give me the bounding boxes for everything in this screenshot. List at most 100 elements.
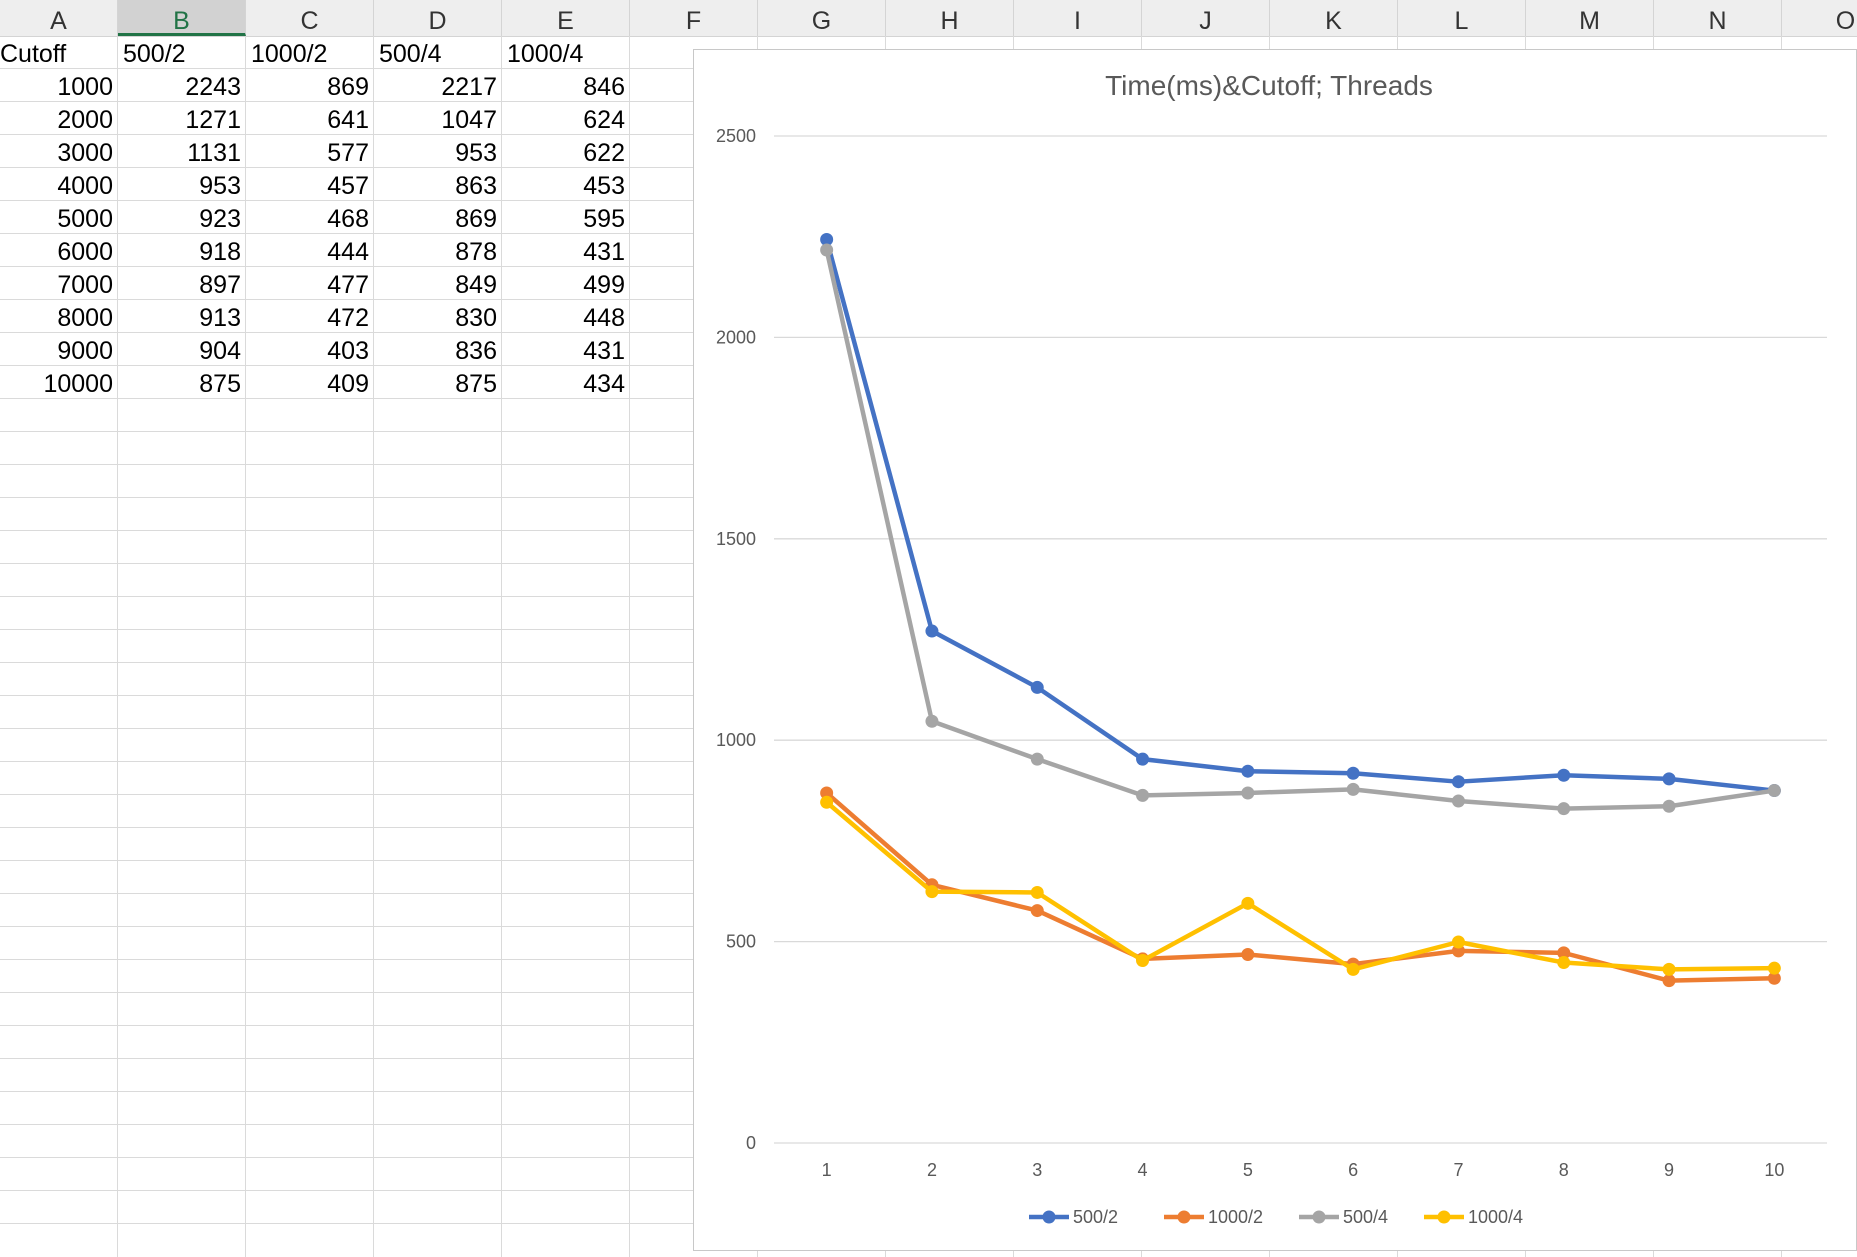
cell-d11[interactable]: 875 [455, 370, 497, 398]
cell-c6[interactable]: 468 [327, 205, 369, 233]
cell-c5[interactable]: 457 [327, 172, 369, 200]
cell-e10[interactable]: 431 [583, 337, 625, 365]
cell-e9[interactable]: 448 [583, 304, 625, 332]
column-header-g[interactable]: G [758, 0, 886, 36]
cell-d3[interactable]: 1047 [441, 106, 497, 134]
cell-d4[interactable]: 953 [455, 139, 497, 167]
line-chart[interactable]: 0 500 1000 1500 2000 2500 1 2 3 4 5 6 7 8 9 10 Time(ms… [693, 49, 1857, 1251]
column-gridline [373, 36, 374, 1257]
cell-c2[interactable]: 869 [327, 73, 369, 101]
column-header-o[interactable]: O [1782, 0, 1857, 36]
cell-d5[interactable]: 863 [455, 172, 497, 200]
cell-b3[interactable]: 1271 [185, 106, 241, 134]
data-point [1241, 786, 1255, 800]
cell-b10[interactable]: 904 [199, 337, 241, 365]
cell-d2[interactable]: 2217 [441, 73, 497, 101]
cell-c10[interactable]: 403 [327, 337, 369, 365]
cell-b11[interactable]: 875 [199, 370, 241, 398]
data-point [1557, 956, 1571, 970]
cell-a5[interactable]: 4000 [57, 172, 113, 200]
data-point [1557, 802, 1571, 816]
series-1000-4 [820, 795, 1781, 976]
column-header-n[interactable]: N [1654, 0, 1782, 36]
cell-d9[interactable]: 830 [455, 304, 497, 332]
cell-d7[interactable]: 878 [455, 238, 497, 266]
cell-b9[interactable]: 913 [199, 304, 241, 332]
column-header-j[interactable]: J [1142, 0, 1270, 36]
cell-a10[interactable]: 9000 [57, 337, 113, 365]
cell-b2[interactable]: 2243 [185, 73, 241, 101]
column-header-e[interactable]: E [502, 0, 630, 36]
cell-d10[interactable]: 836 [455, 337, 497, 365]
cell-a7[interactable]: 6000 [57, 238, 113, 266]
cell-e6[interactable]: 595 [583, 205, 625, 233]
data-point [925, 714, 939, 728]
cell-b7[interactable]: 918 [199, 238, 241, 266]
column-header-l[interactable]: L [1398, 0, 1526, 36]
column-header-c[interactable]: C [246, 0, 374, 36]
data-point [1136, 954, 1150, 968]
data-point [1136, 788, 1150, 802]
series-line [824, 247, 1777, 811]
data-point [820, 243, 834, 257]
legend-swatch-marker [1042, 1210, 1056, 1224]
cell-a1[interactable]: Cutoff [0, 40, 67, 68]
data-point [1030, 885, 1044, 899]
cell-b5[interactable]: 953 [199, 172, 241, 200]
column-header-b[interactable]: B [118, 0, 246, 36]
cell-c9[interactable]: 472 [327, 304, 369, 332]
cell-a6[interactable]: 5000 [57, 205, 113, 233]
column-header-f[interactable]: F [630, 0, 758, 36]
cell-e5[interactable]: 453 [583, 172, 625, 200]
data-point [820, 795, 834, 809]
cell-c7[interactable]: 444 [327, 238, 369, 266]
data-point [820, 233, 834, 247]
cell-c4[interactable]: 577 [327, 139, 369, 167]
cell-b6[interactable]: 923 [199, 205, 241, 233]
cell-b1[interactable]: 500/2 [123, 40, 186, 68]
cell-c1[interactable]: 1000/2 [251, 40, 328, 68]
data-point [1241, 947, 1255, 961]
cell-c11[interactable]: 409 [327, 370, 369, 398]
cell-e2[interactable]: 846 [583, 73, 625, 101]
cell-e7[interactable]: 431 [583, 238, 625, 266]
cell-a3[interactable]: 2000 [57, 106, 113, 134]
cell-e3[interactable]: 624 [583, 106, 625, 134]
x-tick-label: 2 [927, 1160, 937, 1180]
cell-a9[interactable]: 8000 [57, 304, 113, 332]
cell-c8[interactable]: 477 [327, 271, 369, 299]
legend-label: 500/2 [1073, 1207, 1118, 1227]
column-header-m[interactable]: M [1526, 0, 1654, 36]
cell-e11[interactable]: 434 [583, 370, 625, 398]
cell-a2[interactable]: 1000 [57, 73, 113, 101]
cell-b8[interactable]: 897 [199, 271, 241, 299]
cell-d6[interactable]: 869 [455, 205, 497, 233]
cell-a4[interactable]: 3000 [57, 139, 113, 167]
cell-c3[interactable]: 641 [327, 106, 369, 134]
cell-d1[interactable]: 500/4 [379, 40, 442, 68]
column-header-i[interactable]: I [1014, 0, 1142, 36]
cell-e1[interactable]: 1000/4 [507, 40, 584, 68]
data-point [1241, 764, 1255, 778]
legend-swatch-marker [1437, 1210, 1451, 1224]
cell-e8[interactable]: 499 [583, 271, 625, 299]
column-header-a[interactable]: A [0, 0, 118, 36]
legend-item-500-2: 500/2 [1029, 1207, 1118, 1227]
data-point [1136, 752, 1150, 766]
x-tick-label: 10 [1764, 1160, 1784, 1180]
x-tick-label: 8 [1559, 1160, 1569, 1180]
data-point [1451, 775, 1465, 789]
cell-a8[interactable]: 7000 [57, 271, 113, 299]
cell-e4[interactable]: 622 [583, 139, 625, 167]
column-gridline [245, 36, 246, 1257]
column-header-h[interactable]: H [886, 0, 1014, 36]
cell-b4[interactable]: 1131 [187, 139, 241, 167]
cell-d8[interactable]: 849 [455, 271, 497, 299]
column-header-k[interactable]: K [1270, 0, 1398, 36]
cell-a11[interactable]: 10000 [43, 370, 113, 398]
column-gridline [629, 36, 630, 1257]
column-header-d[interactable]: D [374, 0, 502, 36]
data-point [1557, 768, 1571, 782]
data-point [925, 624, 939, 638]
